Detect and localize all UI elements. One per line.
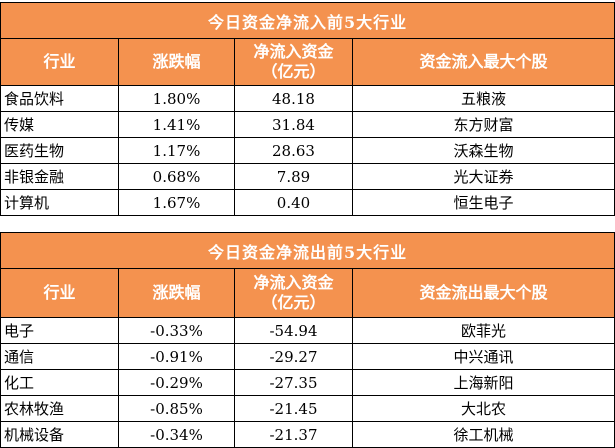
outflow-title-row: 今日资金净流出前5大行业 — [0, 232, 615, 269]
inflow-header-industry: 行业 — [0, 38, 119, 86]
industry-cell: 化工 — [0, 369, 119, 396]
outflow-header-change: 涨跌幅 — [118, 268, 235, 318]
outflow-header-amount: 净流入资金 （亿元） — [234, 268, 353, 318]
amount-cell: -54.94 — [234, 317, 353, 344]
industry-cell: 非银金融 — [0, 163, 119, 190]
table-row: 计算机 1.67% 0.40 恒生电子 — [0, 189, 615, 216]
amount-cell: -21.45 — [234, 395, 353, 422]
amount-cell: 7.89 — [234, 163, 353, 190]
inflow-header-amount-line1: 净流入资金 — [253, 42, 334, 61]
stock-cell: 光大证券 — [351, 163, 615, 190]
stock-cell: 中兴通讯 — [351, 343, 615, 370]
inflow-header-amount-line2: （亿元） — [261, 62, 326, 81]
amount-cell: 0.40 — [234, 189, 353, 216]
stock-cell: 东方财富 — [351, 111, 615, 138]
table-gap — [0, 220, 615, 232]
amount-cell: -27.35 — [234, 369, 353, 396]
inflow-table: 今日资金净流入前5大行业 行业 涨跌幅 净流入资金 （亿元） 资金流入最大个股 … — [0, 2, 615, 216]
table-row: 通信 -0.91% -29.27 中兴通讯 — [0, 343, 615, 370]
inflow-title-row: 今日资金净流入前5大行业 — [0, 2, 615, 39]
change-cell: -0.29% — [118, 369, 235, 396]
table-row: 非银金融 0.68% 7.89 光大证券 — [0, 163, 615, 190]
change-cell: 1.80% — [118, 85, 235, 112]
outflow-table: 今日资金净流出前5大行业 行业 涨跌幅 净流入资金 （亿元） 资金流出最大个股 … — [0, 232, 615, 448]
table-row: 医药生物 1.17% 28.63 沃森生物 — [0, 137, 615, 164]
change-cell: 1.41% — [118, 111, 235, 138]
outflow-header-amount-line1: 净流入资金 — [253, 273, 334, 292]
industry-cell: 传媒 — [0, 111, 119, 138]
outflow-rows: 电子 -0.33% -54.94 欧菲光 通信 -0.91% -29.27 中兴通讯 化工 -0.… — [0, 317, 615, 448]
inflow-header-change: 涨跌幅 — [118, 38, 235, 86]
stock-cell: 恒生电子 — [351, 189, 615, 216]
outflow-header-row: 行业 涨跌幅 净流入资金 （亿元） 资金流出最大个股 — [0, 268, 615, 318]
industry-cell: 通信 — [0, 343, 119, 370]
table-row: 食品饮料 1.80% 48.18 五粮液 — [0, 85, 615, 112]
amount-cell: -29.27 — [234, 343, 353, 370]
table-row: 农林牧渔 -0.85% -21.45 大北农 — [0, 395, 615, 422]
stock-cell: 沃森生物 — [351, 137, 615, 164]
industry-cell: 医药生物 — [0, 137, 119, 164]
change-cell: 1.17% — [118, 137, 235, 164]
table-row: 传媒 1.41% 31.84 东方财富 — [0, 111, 615, 138]
outflow-title: 今日资金净流出前5大行业 — [0, 232, 615, 269]
inflow-rows: 食品饮料 1.80% 48.18 五粮液 传媒 1.41% 31.84 东方财富 医药生物 1.1… — [0, 85, 615, 216]
table-row: 化工 -0.29% -27.35 上海新阳 — [0, 369, 615, 396]
industry-cell: 农林牧渔 — [0, 395, 119, 422]
change-cell: 1.67% — [118, 189, 235, 216]
inflow-title: 今日资金净流入前5大行业 — [0, 2, 615, 39]
amount-cell: 28.63 — [234, 137, 353, 164]
inflow-header-row: 行业 涨跌幅 净流入资金 （亿元） 资金流入最大个股 — [0, 38, 615, 86]
inflow-header-stock: 资金流入最大个股 — [351, 38, 615, 86]
amount-cell: 31.84 — [234, 111, 353, 138]
amount-cell: 48.18 — [234, 85, 353, 112]
change-cell: -0.85% — [118, 395, 235, 422]
change-cell: 0.68% — [118, 163, 235, 190]
stock-cell: 欧菲光 — [351, 317, 615, 344]
outflow-header-industry: 行业 — [0, 268, 119, 318]
outflow-header-amount-line2: （亿元） — [261, 293, 326, 312]
stock-cell: 上海新阳 — [351, 369, 615, 396]
table-row: 电子 -0.33% -54.94 欧菲光 — [0, 317, 615, 344]
industry-cell: 食品饮料 — [0, 85, 119, 112]
industry-cell: 计算机 — [0, 189, 119, 216]
stock-cell: 五粮液 — [351, 85, 615, 112]
change-cell: -0.91% — [118, 343, 235, 370]
change-cell: -0.33% — [118, 317, 235, 344]
outflow-header-stock: 资金流出最大个股 — [351, 268, 615, 318]
inflow-header-amount: 净流入资金 （亿元） — [234, 38, 353, 86]
stock-cell: 大北农 — [351, 395, 615, 422]
industry-cell: 电子 — [0, 317, 119, 344]
